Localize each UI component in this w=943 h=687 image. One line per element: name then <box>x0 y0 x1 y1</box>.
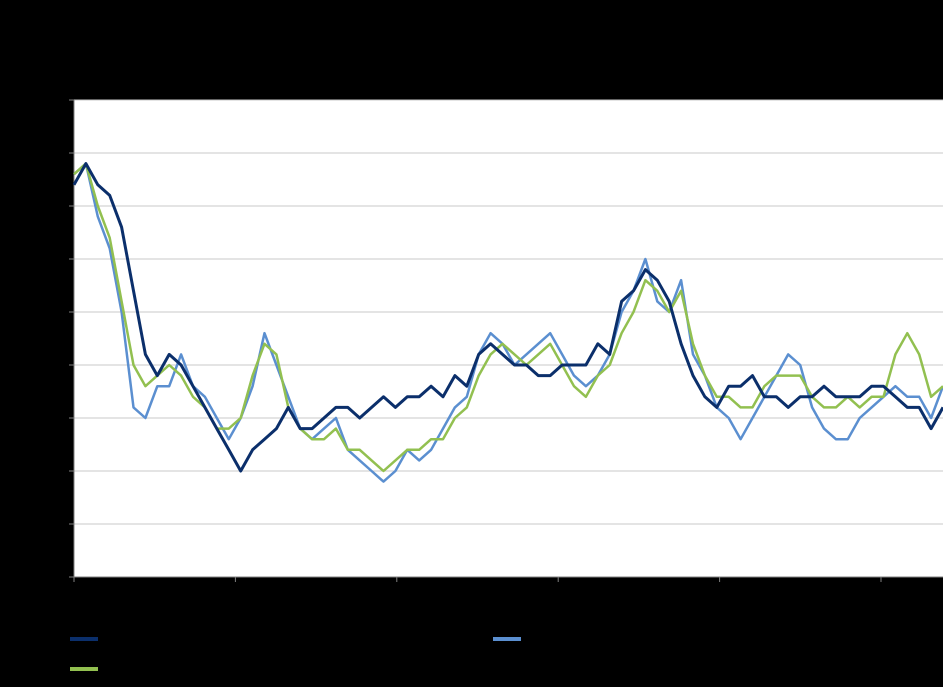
series-line-green <box>73 162 943 473</box>
x-axis-ticks <box>73 577 882 582</box>
series-lines <box>72 162 943 483</box>
horizontal-gridlines <box>74 99 943 525</box>
plot-area <box>74 100 943 577</box>
left-frame-border <box>0 0 15 687</box>
series-line-light-blue <box>73 162 943 483</box>
y-axis-ticks <box>69 99 74 578</box>
legend-swatch-series-3 <box>70 667 98 671</box>
series-line-dark-navy <box>72 162 943 473</box>
legend-swatch-series-2 <box>493 637 521 641</box>
legend-swatch-series-1 <box>70 637 98 641</box>
